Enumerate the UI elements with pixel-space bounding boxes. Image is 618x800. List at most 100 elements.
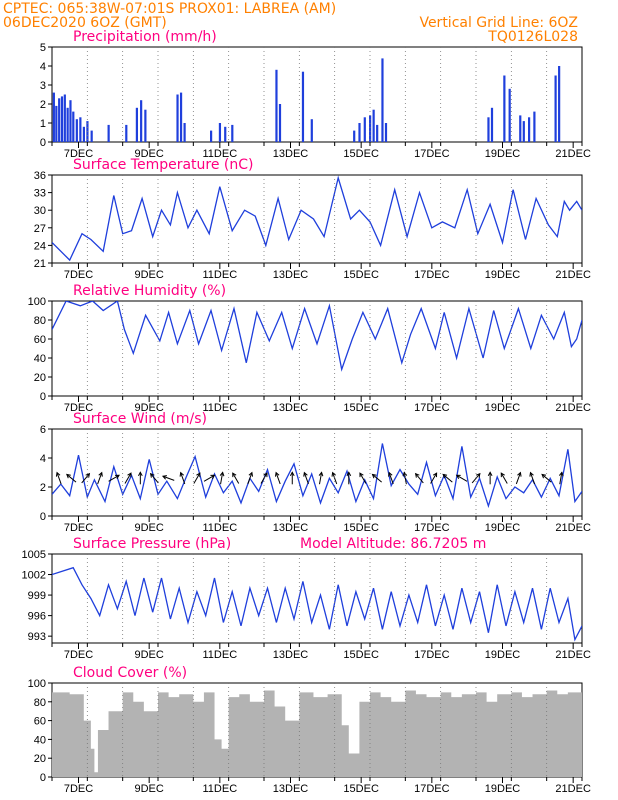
wind-arrow xyxy=(442,473,453,483)
plot-content xyxy=(52,443,582,509)
x-date-label: 7DEC xyxy=(64,522,93,534)
wind-arrow-head xyxy=(55,471,61,477)
wind-arrow xyxy=(471,472,481,484)
y-tick-label: 2 xyxy=(40,482,46,494)
wind-arrow-head xyxy=(219,471,225,477)
x-date-label: 19DEC xyxy=(485,783,521,795)
wind-arrow-head xyxy=(127,472,132,478)
y-tick-label: 993 xyxy=(28,631,46,643)
wind-arrow-head xyxy=(371,473,377,479)
precip-bar xyxy=(52,92,55,142)
wind-arrow-head xyxy=(517,471,522,477)
plot-frame xyxy=(51,553,583,644)
x-date-label: 17DEC xyxy=(414,522,450,534)
x-date-label: 7DEC xyxy=(64,649,93,661)
panel-title: Precipitation (mm/h) xyxy=(73,29,217,45)
wind-arrow xyxy=(430,472,438,484)
y-tick-label: 0 xyxy=(40,137,46,149)
wind-arrow xyxy=(318,471,324,485)
wind-arrow-head xyxy=(359,472,364,478)
precip-bar xyxy=(125,124,128,142)
x-date-label: 21DEC xyxy=(555,783,591,795)
y-tick-label: 2 xyxy=(40,99,46,111)
header-date-line: 06DEC2020 6OZ (GMT) xyxy=(3,15,167,31)
x-date-label: 21DEC xyxy=(555,402,591,414)
wind-arrow xyxy=(402,471,408,485)
y-tick-label: 60 xyxy=(34,716,46,728)
precip-bar xyxy=(363,117,366,142)
y-tick-label: 5 xyxy=(40,42,46,54)
wind-arrow-shaft xyxy=(97,472,103,485)
plot-content xyxy=(52,175,582,262)
precip-bar xyxy=(372,109,375,142)
y-tick-label: 33 xyxy=(34,188,46,200)
wind-arrow xyxy=(232,472,240,484)
wind-arrow-head xyxy=(85,472,91,478)
x-date-label: 13DEC xyxy=(273,783,309,795)
precip-bar xyxy=(224,126,227,142)
wind-arrow-shaft xyxy=(56,472,62,485)
panel-cloud: 7DEC 9DEC 11DEC 13DEC 15DEC 17DEC 19DEC 21DEC 0 2… xyxy=(28,665,591,795)
y-tick-label: 20 xyxy=(34,753,46,765)
x-date-label: 15DEC xyxy=(343,649,379,661)
wind-arrow-head xyxy=(263,472,268,478)
y-tick-label: 36 xyxy=(34,170,46,182)
precip-bar xyxy=(353,130,356,142)
y-tick-label: 21 xyxy=(34,258,46,270)
precip-bar xyxy=(218,123,222,142)
precip-bar xyxy=(90,130,93,142)
y-tick-label: 100 xyxy=(28,678,46,690)
x-date-label: 13DEC xyxy=(273,148,309,160)
precip-bar xyxy=(58,98,61,142)
precip-bar xyxy=(384,123,388,142)
wind-arrow-shaft xyxy=(456,474,468,482)
model-altitude-note: Model Altitude: 86.7205 m xyxy=(300,536,486,552)
wind-arrow-head xyxy=(529,471,534,477)
x-date-label: 11DEC xyxy=(203,269,238,281)
wind-arrow-head xyxy=(346,471,352,477)
x-date-label: 11DEC xyxy=(203,522,238,534)
precip-bar xyxy=(69,100,72,142)
x-date-label: 17DEC xyxy=(414,649,450,661)
x-date-label: 15DEC xyxy=(343,522,379,534)
x-date-label: 13DEC xyxy=(273,402,309,414)
wind-arrow-shaft xyxy=(162,475,175,481)
wind-arrow-head xyxy=(289,471,295,477)
wind-arrow-shaft xyxy=(332,472,338,485)
precip-bar xyxy=(183,123,186,142)
y-tick-label: 999 xyxy=(28,590,46,602)
plot-frame xyxy=(51,174,583,264)
wind-arrow-shaft xyxy=(203,474,215,482)
wind-arrow xyxy=(97,471,103,485)
precip-bar xyxy=(301,71,305,142)
wind-arrow-shaft xyxy=(124,472,132,484)
x-date-label: 9DEC xyxy=(134,148,163,160)
wind-arrow xyxy=(500,472,508,484)
wind-arrow xyxy=(455,474,468,482)
wind-arrow xyxy=(124,472,132,484)
wind-arrow-shaft xyxy=(359,472,367,484)
x-date-label: 17DEC xyxy=(414,148,450,160)
wind-arrow-head xyxy=(179,471,185,477)
x-date-label: 11DEC xyxy=(203,783,238,795)
x-date-label: 7DEC xyxy=(64,402,93,414)
x-date-label: 13DEC xyxy=(273,269,309,281)
x-date-label: 7DEC xyxy=(64,269,93,281)
x-date-label: 7DEC xyxy=(64,783,93,795)
x-date-label: 13DEC xyxy=(273,522,309,534)
precip-bar xyxy=(144,109,147,142)
header-station-line: CPTEC: 065:38W-07:01S PROX01: LABREA (AM… xyxy=(3,1,336,17)
wind-arrow xyxy=(331,471,338,485)
plot-frame xyxy=(51,300,583,397)
wind-arrow-shaft xyxy=(471,473,481,484)
x-date-label: 15DEC xyxy=(343,269,379,281)
panel-precip: 7DEC 9DEC 11DEC 13DEC 15DEC 17DEC 19DEC 21DEC 0 1… xyxy=(40,29,591,160)
header-model-code: TQ0126L028 xyxy=(487,29,578,45)
precip-bar xyxy=(231,124,234,142)
x-date-label: 11DEC xyxy=(203,148,238,160)
precip-bar xyxy=(63,94,66,142)
panel-temperature: 7DEC 9DEC 11DEC 13DEC 15DEC 17DEC 19DEC 21DEC 21… xyxy=(34,157,591,281)
wind-arrow-head xyxy=(402,471,408,477)
wind-arrow xyxy=(414,472,424,484)
wind-arrow-shaft xyxy=(403,472,407,485)
